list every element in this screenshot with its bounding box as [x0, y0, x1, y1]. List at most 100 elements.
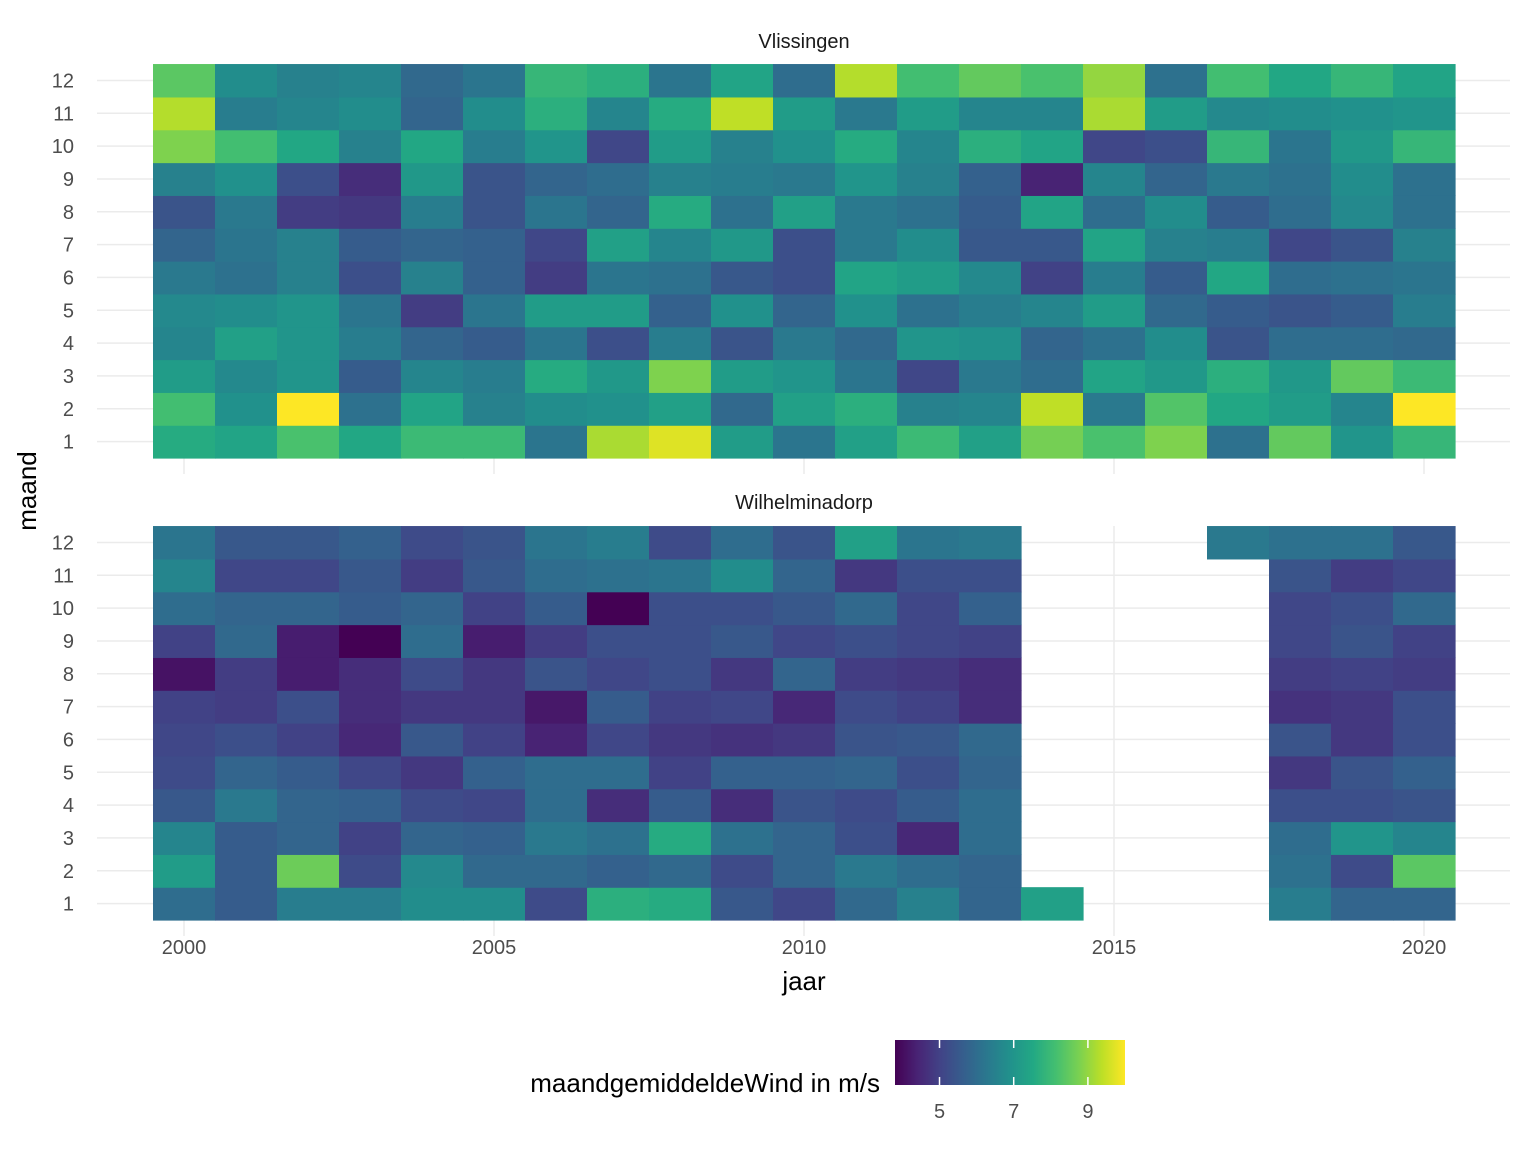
- heatmap-cell: [463, 788, 526, 823]
- heatmap-cell: [773, 392, 836, 426]
- y-tick-label: 1: [63, 432, 74, 454]
- heatmap-cell: [215, 261, 278, 295]
- heatmap-cell: [1021, 359, 1084, 393]
- heatmap-cell: [1393, 624, 1456, 658]
- heatmap-cell: [339, 526, 402, 560]
- heatmap-cell: [463, 526, 526, 560]
- heatmap-cell: [773, 591, 836, 626]
- heatmap-cell: [339, 162, 402, 196]
- heatmap-cell: [835, 359, 898, 393]
- heatmap-cell: [277, 261, 340, 295]
- heatmap-cell: [1145, 261, 1208, 295]
- heatmap-cell: [525, 293, 588, 328]
- heatmap-cell: [277, 129, 340, 164]
- heatmap-cell: [959, 96, 1022, 131]
- heatmap-cell: [649, 723, 712, 757]
- legend-tick-label: 9: [1082, 1101, 1093, 1123]
- legend-colorbar: [895, 1040, 1125, 1085]
- heatmap-cell: [1393, 129, 1456, 164]
- heatmap-cell: [649, 690, 712, 724]
- heatmap-cell: [649, 624, 712, 658]
- heatmap-cell: [1083, 359, 1146, 393]
- heatmap-cell: [1083, 129, 1146, 164]
- heatmap-cell: [1207, 392, 1270, 426]
- heatmap-cell: [463, 591, 526, 626]
- y-tick-label: 12: [52, 70, 74, 92]
- heatmap-cell: [649, 162, 712, 196]
- heatmap-cell: [1145, 64, 1208, 98]
- heatmap-cell: [897, 591, 960, 626]
- heatmap-cell: [773, 854, 836, 888]
- heatmap-cell: [1269, 657, 1332, 691]
- heatmap-cell: [711, 64, 774, 98]
- heatmap-cell: [1393, 162, 1456, 196]
- heatmap-cell: [339, 228, 402, 262]
- heatmap-cell: [587, 723, 650, 757]
- heatmap-cell: [959, 690, 1022, 724]
- heatmap-cell: [587, 293, 650, 328]
- heatmap-cell: [401, 723, 464, 757]
- heatmap-cell: [1021, 228, 1084, 262]
- heatmap-cell: [1393, 723, 1456, 757]
- heatmap-cell: [1393, 690, 1456, 724]
- heatmap-cell: [897, 887, 960, 921]
- heatmap-cell: [1207, 261, 1270, 295]
- heatmap-cell: [277, 162, 340, 196]
- heatmap-cell: [215, 425, 278, 459]
- heatmap-cell: [463, 887, 526, 921]
- heatmap-cell: [463, 195, 526, 229]
- heatmap-cell: [153, 326, 216, 361]
- heatmap-cell: [587, 228, 650, 262]
- heatmap-cell: [463, 392, 526, 426]
- heatmap-cell: [215, 755, 278, 790]
- heatmap-cell: [401, 359, 464, 393]
- heatmap-cell: [587, 162, 650, 196]
- heatmap-cell: [835, 261, 898, 295]
- y-tick-label: 2: [63, 399, 74, 421]
- heatmap-cell: [401, 624, 464, 658]
- heatmap-cell: [649, 854, 712, 888]
- heatmap-cell: [587, 359, 650, 393]
- heatmap-cell: [339, 755, 402, 790]
- heatmap-cell: [339, 723, 402, 757]
- heatmap-cell: [215, 359, 278, 393]
- heatmap-cell: [773, 821, 836, 855]
- heatmap-cell: [587, 821, 650, 855]
- heatmap-cell: [711, 359, 774, 393]
- heatmap-cell: [649, 591, 712, 626]
- heatmap-cell: [1393, 526, 1456, 560]
- heatmap-cell: [835, 788, 898, 823]
- heatmap-cell: [711, 129, 774, 164]
- y-axis-title: maand: [12, 451, 42, 531]
- heatmap-cell: [463, 326, 526, 361]
- heatmap-cell: [1145, 326, 1208, 361]
- heatmap-cell: [1207, 64, 1270, 98]
- heatmap-cell: [835, 195, 898, 229]
- heatmap-cell: [959, 392, 1022, 426]
- heatmap-cell: [773, 359, 836, 393]
- y-tick-label: 4: [63, 795, 74, 817]
- heatmap-cell: [1021, 425, 1084, 459]
- heatmap-cell: [339, 392, 402, 426]
- heatmap-cell: [1269, 821, 1332, 855]
- heatmap-cell: [1021, 129, 1084, 164]
- heatmap-cell: [525, 558, 588, 593]
- heatmap-cell: [401, 326, 464, 361]
- y-tick-label: 6: [63, 729, 74, 751]
- heatmap-cell: [339, 96, 402, 131]
- heatmap-cell: [959, 821, 1022, 855]
- heatmap-cell: [525, 228, 588, 262]
- heatmap-cell: [711, 162, 774, 196]
- y-tick-label: 10: [52, 598, 74, 620]
- heatmap-cell: [897, 392, 960, 426]
- heatmap-cell: [401, 591, 464, 626]
- heatmap-cell: [525, 788, 588, 823]
- heatmap-cell: [835, 64, 898, 98]
- heatmap-cell: [215, 195, 278, 229]
- heatmap-cell: [463, 723, 526, 757]
- heatmap-cell: [153, 755, 216, 790]
- heatmap-cell: [1331, 359, 1394, 393]
- heatmap-cell: [835, 228, 898, 262]
